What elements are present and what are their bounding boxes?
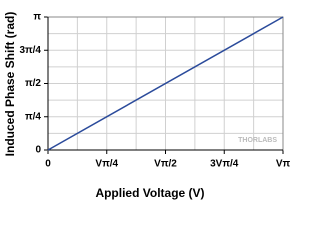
x-tick-label: Vπ/4 — [95, 159, 118, 170]
y-tick-label: π/4 — [25, 111, 41, 122]
y-tick-label: π/2 — [25, 78, 41, 89]
x-tick-label: 3Vπ/4 — [210, 159, 239, 170]
y-axis-label: Induced Phase Shift (rad) — [3, 12, 17, 157]
x-tick-label: 0 — [45, 159, 51, 170]
chart: Applied Voltage (V) Induced Phase Shift … — [3, 12, 291, 201]
y-tick-label: 0 — [35, 145, 41, 156]
x-tick-label: Vπ — [276, 159, 291, 170]
x-tick-label: Vπ/2 — [154, 159, 177, 170]
y-tick-label: 3π/4 — [19, 45, 41, 56]
watermark: THORLABS — [238, 137, 277, 144]
x-axis-label: Applied Voltage (V) — [95, 186, 204, 200]
data-line — [47, 16, 284, 151]
y-tick-label: π — [33, 12, 41, 23]
